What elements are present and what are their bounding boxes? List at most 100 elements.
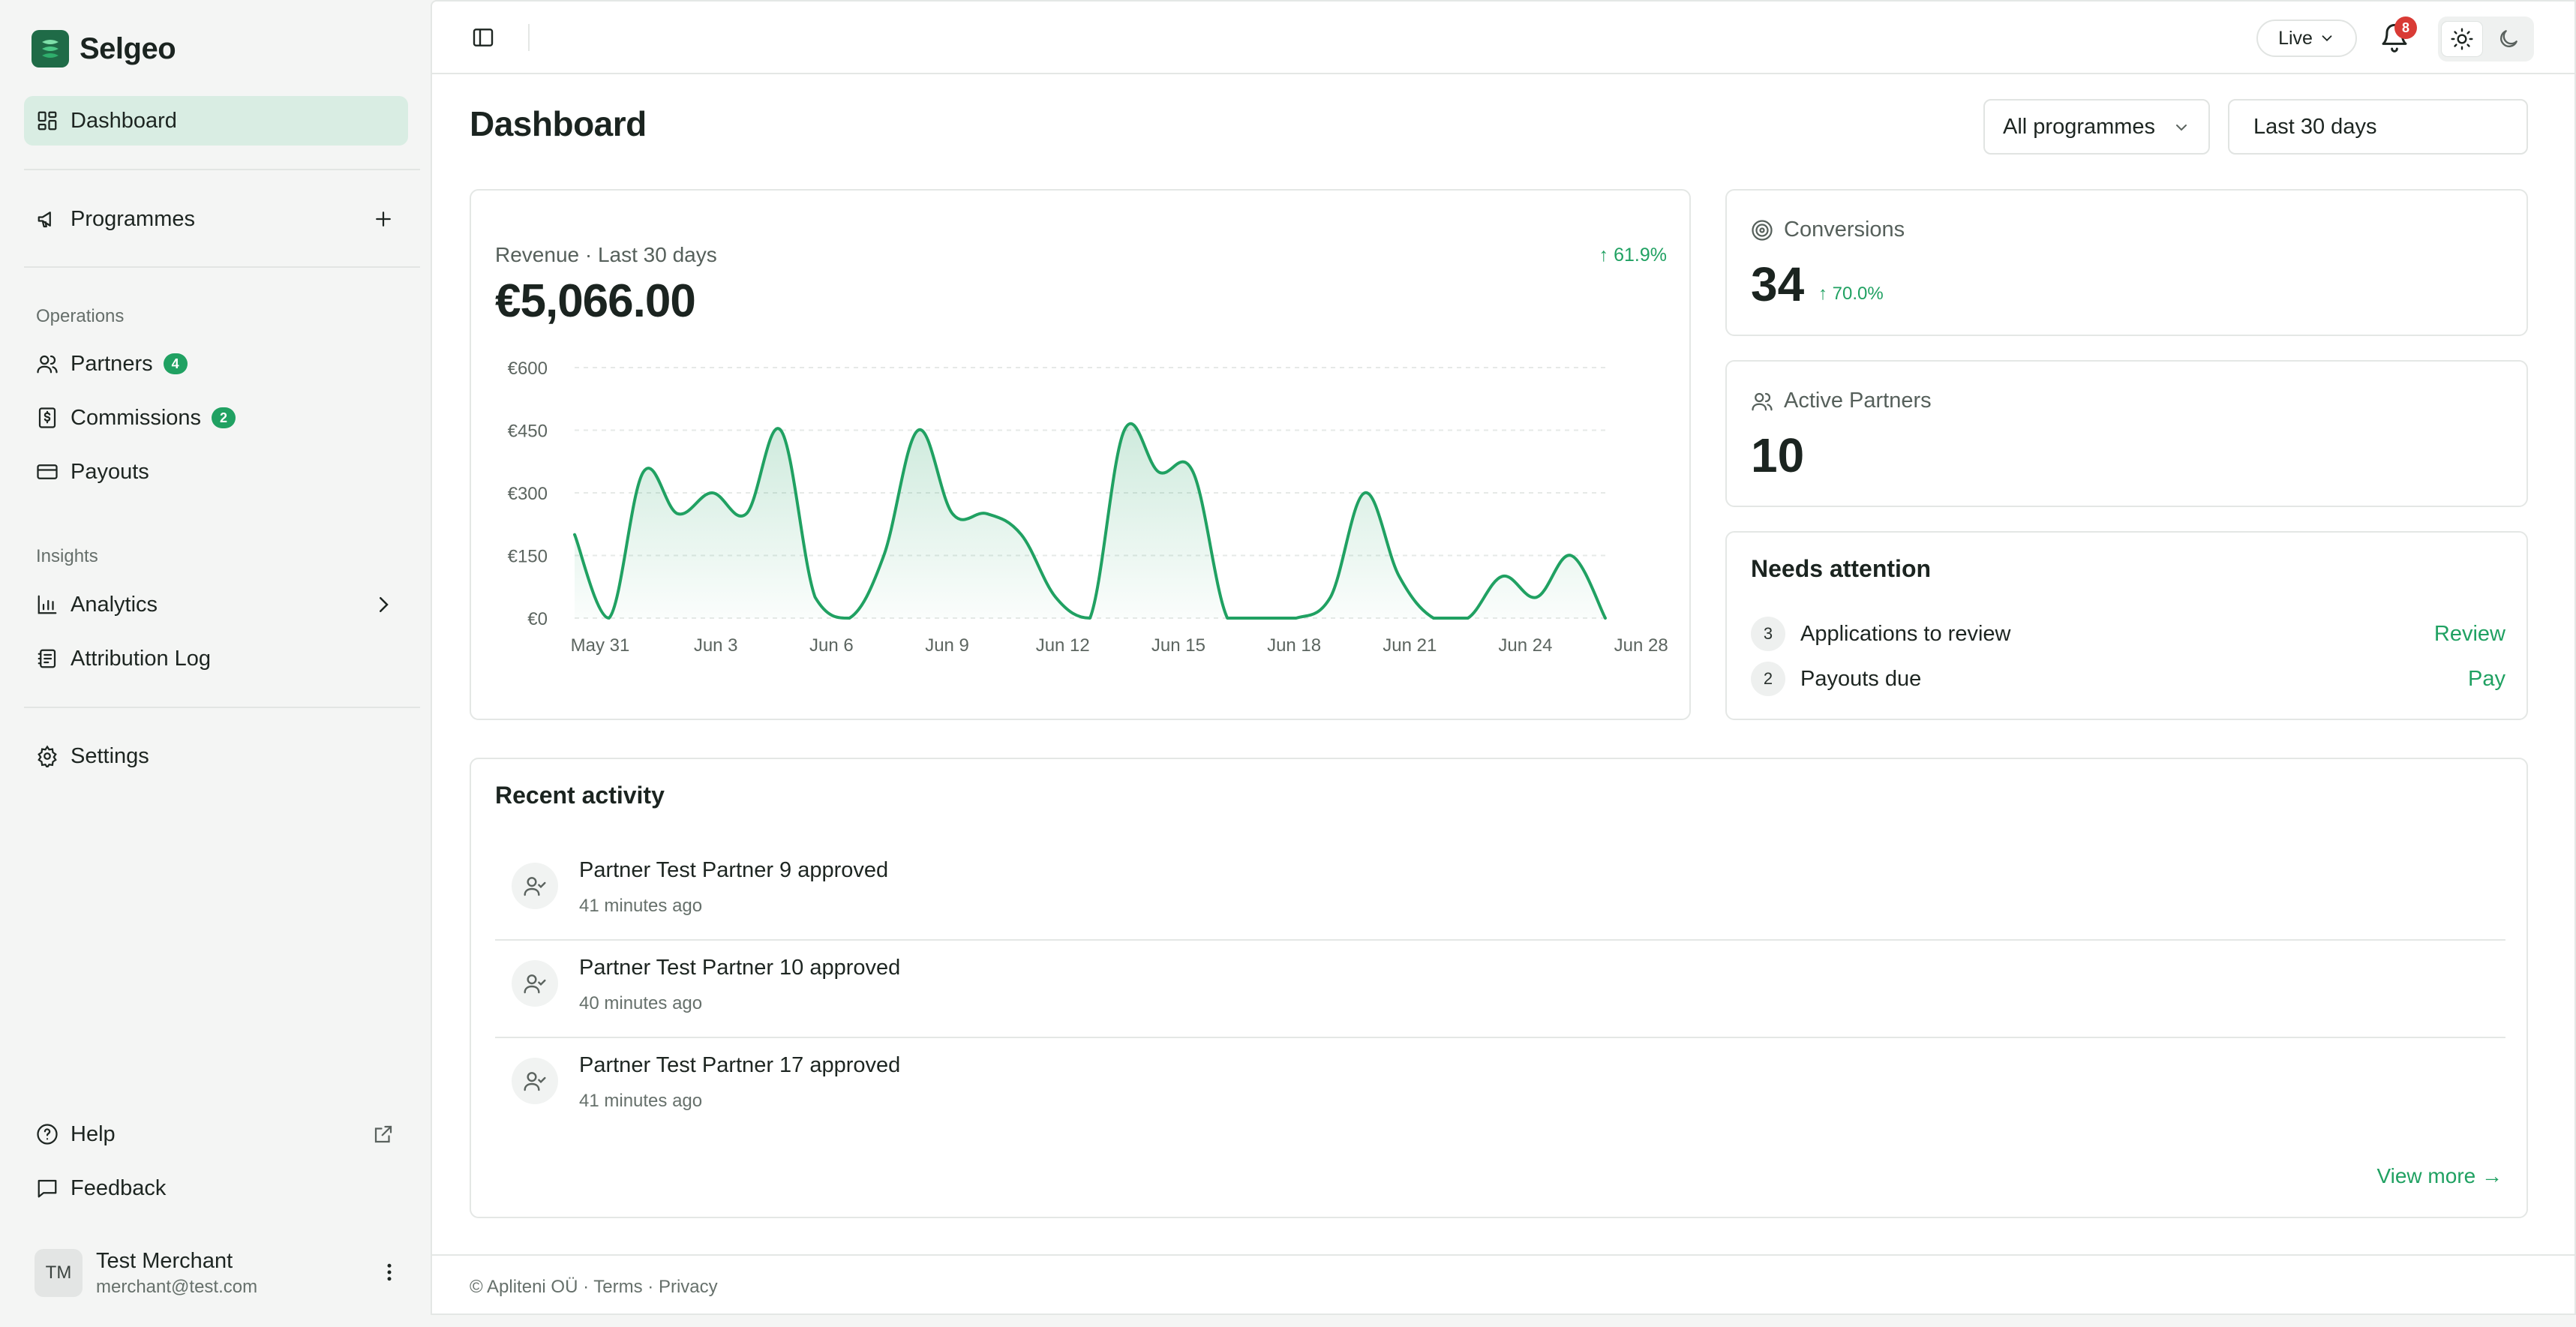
programme-filter-select[interactable]: All programmes bbox=[1983, 99, 2210, 155]
notification-count-badge: 8 bbox=[2394, 17, 2417, 39]
activity-row[interactable]: Partner Test Partner 10 approved 40 minu… bbox=[495, 941, 2505, 1038]
revenue-series-line bbox=[573, 422, 1607, 620]
sidebar-item-analytics[interactable]: Analytics bbox=[24, 580, 408, 629]
active-partners-label: Active Partners bbox=[1784, 389, 1932, 413]
active-partners-card: Active Partners 10 bbox=[1725, 360, 2528, 507]
sidebar-item-partners[interactable]: Partners 4 bbox=[24, 339, 408, 389]
x-tick-label: Jun 24 bbox=[1498, 635, 1552, 656]
add-programme-plus-icon[interactable] bbox=[372, 208, 395, 230]
target-icon bbox=[1752, 219, 1773, 241]
sidebar-item-dashboard[interactable]: Dashboard bbox=[24, 96, 408, 146]
sidebar-item-programmes[interactable]: Programmes bbox=[24, 194, 408, 244]
sidebar-divider bbox=[24, 169, 420, 170]
attention-item: 3 Applications to review Review bbox=[1751, 615, 2505, 653]
sidebar-divider bbox=[24, 266, 420, 268]
receipt-dollar-icon bbox=[38, 407, 56, 428]
pay-link[interactable]: Pay bbox=[2468, 666, 2505, 691]
y-tick-label: €300 bbox=[508, 484, 548, 504]
x-tick-label: Jun 15 bbox=[1151, 635, 1205, 656]
sidebar-item-settings[interactable]: Settings bbox=[24, 731, 408, 781]
review-link[interactable]: Review bbox=[2433, 621, 2505, 646]
attention-count: 3 bbox=[1751, 617, 1785, 651]
sidebar-item-label: Payouts bbox=[71, 459, 149, 484]
commissions-count-badge: 2 bbox=[212, 407, 236, 428]
activity-row[interactable]: Partner Test Partner 17 approved 41 minu… bbox=[495, 1038, 2505, 1136]
brand[interactable]: Selgeo bbox=[32, 29, 176, 69]
sidebar-item-label: Help bbox=[71, 1121, 116, 1146]
y-tick-label: €450 bbox=[508, 422, 548, 442]
sidebar-item-help[interactable]: Help bbox=[24, 1109, 408, 1159]
page-title: Dashboard bbox=[470, 104, 647, 143]
section-label-operations: Operations bbox=[36, 306, 125, 326]
mode-switcher[interactable]: Live bbox=[2256, 20, 2357, 57]
recent-activity-title: Recent activity bbox=[495, 782, 665, 809]
activity-text: Partner Test Partner 17 approved bbox=[579, 1053, 901, 1077]
footer: © Apliteni OÜ · Terms · Privacy bbox=[432, 1254, 2574, 1315]
date-range-select[interactable]: Last 30 days bbox=[2228, 99, 2528, 155]
activity-time: 41 minutes ago bbox=[579, 896, 703, 916]
topbar: Live 8 bbox=[432, 2, 2574, 74]
credit-card-icon bbox=[37, 464, 58, 479]
activity-row[interactable]: Partner Test Partner 9 approved 41 minut… bbox=[495, 843, 2505, 941]
chevron-right-icon bbox=[380, 597, 389, 612]
user-check-icon bbox=[512, 960, 558, 1007]
section-label-insights: Insights bbox=[36, 546, 98, 566]
external-link-icon bbox=[374, 1125, 392, 1143]
dark-theme-button[interactable] bbox=[2487, 21, 2529, 57]
chevron-down-icon bbox=[2322, 35, 2332, 42]
sidebar-toggle-icon[interactable] bbox=[471, 26, 495, 50]
help-circle-icon bbox=[37, 1124, 58, 1145]
sidebar-item-payouts[interactable]: Payouts bbox=[24, 447, 408, 497]
x-tick-label: Jun 21 bbox=[1383, 635, 1437, 656]
activity-text: Partner Test Partner 9 approved bbox=[579, 858, 889, 882]
revenue-delta: ↑ 61.9% bbox=[1599, 245, 1667, 266]
user-profile[interactable]: TM Test Merchant merchant@test.com bbox=[35, 1246, 410, 1300]
activity-text: Partner Test Partner 10 approved bbox=[579, 956, 901, 980]
topbar-divider bbox=[528, 24, 530, 51]
more-vertical-icon[interactable] bbox=[378, 1261, 401, 1283]
user-name: Test Merchant bbox=[96, 1248, 233, 1273]
conversions-label: Conversions bbox=[1784, 218, 1905, 242]
footer-text: © Apliteni OÜ · Terms · Privacy bbox=[470, 1277, 718, 1297]
programme-filter-value: All programmes bbox=[2003, 114, 2156, 139]
x-tick-label: Jun 12 bbox=[1036, 635, 1090, 656]
x-tick-label: Jun 18 bbox=[1267, 635, 1321, 656]
active-partners-value: 10 bbox=[1751, 428, 1805, 482]
brand-logo-icon bbox=[32, 30, 69, 68]
x-tick-label: Jun 6 bbox=[809, 635, 854, 656]
date-range-value: Last 30 days bbox=[2253, 114, 2377, 139]
needs-attention-card: Needs attention 3 Applications to review… bbox=[1725, 531, 2528, 720]
revenue-chart: €0 €150 €300 €450 €600 May 31 Jun 3 Jun 6 Jun 9 J… bbox=[508, 359, 1668, 656]
users-icon bbox=[37, 355, 58, 374]
log-list-icon bbox=[38, 649, 56, 668]
conversions-value: 34 bbox=[1751, 257, 1805, 311]
sidebar-item-label: Settings bbox=[71, 743, 149, 768]
sidebar-item-label: Partners bbox=[71, 351, 153, 376]
sidebar-item-attribution-log[interactable]: Attribution Log bbox=[24, 634, 408, 683]
sidebar-item-label: Dashboard bbox=[71, 108, 177, 133]
view-more-link[interactable]: View more → bbox=[2376, 1164, 2502, 1187]
bar-chart-icon bbox=[38, 595, 57, 614]
sidebar-item-feedback[interactable]: Feedback bbox=[24, 1163, 408, 1213]
revenue-area-fill bbox=[575, 423, 1605, 618]
user-check-icon bbox=[512, 1058, 558, 1104]
y-tick-label: €0 bbox=[527, 609, 548, 629]
sidebar-item-commissions[interactable]: Commissions 2 bbox=[24, 393, 408, 443]
y-tick-label: €600 bbox=[508, 359, 548, 379]
brand-name: Selgeo bbox=[80, 32, 176, 65]
sun-icon bbox=[2451, 28, 2473, 50]
main-panel: Live 8 Dashboard All programmes Last 30 bbox=[431, 0, 2576, 1315]
x-tick-label: Jun 9 bbox=[925, 635, 969, 656]
attention-count: 2 bbox=[1751, 662, 1785, 696]
conversions-delta: ↑ 70.0% bbox=[1818, 284, 1884, 304]
sidebar-item-label: Feedback bbox=[71, 1175, 167, 1200]
attention-text: Payouts due bbox=[1800, 666, 1922, 691]
chevron-down-icon bbox=[2176, 125, 2187, 131]
bell-icon[interactable] bbox=[2379, 23, 2409, 53]
attention-item: 2 Payouts due Pay bbox=[1751, 660, 2505, 698]
conversions-card: Conversions 34 ↑ 70.0% bbox=[1725, 189, 2528, 336]
user-check-icon bbox=[512, 863, 558, 909]
attention-text: Applications to review bbox=[1800, 621, 2011, 646]
light-theme-button[interactable] bbox=[2441, 21, 2483, 57]
activity-time: 41 minutes ago bbox=[579, 1091, 703, 1111]
